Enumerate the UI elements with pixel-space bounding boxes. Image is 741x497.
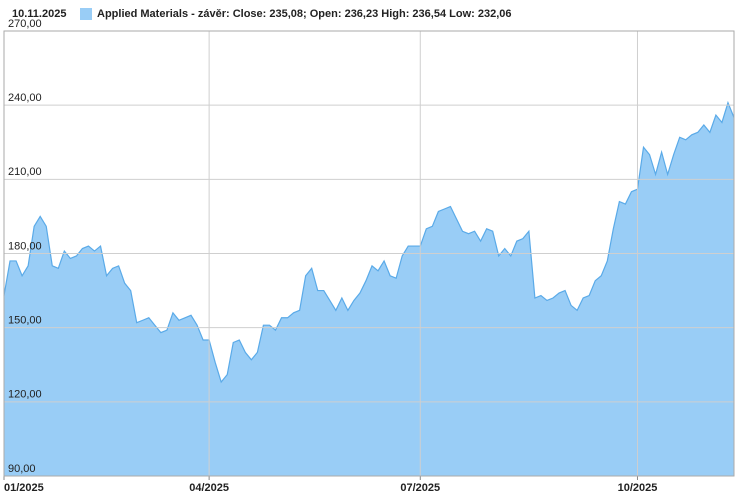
plot-border	[3, 30, 735, 477]
y-tick-label: 150,00	[8, 315, 42, 327]
y-tick-label: 270,00	[8, 18, 42, 30]
y-tick-label: 210,00	[8, 166, 42, 178]
legend-swatch	[80, 8, 92, 20]
y-tick-label: 120,00	[8, 389, 42, 401]
chart-title: 10.11.2025	[12, 8, 66, 20]
legend-label: Applied Materials - závěr: Close: 235,08…	[97, 8, 512, 20]
x-tick-label: 07/2025	[400, 482, 440, 494]
x-tick-label: 10/2025	[618, 482, 658, 494]
area	[4, 102, 734, 476]
area-line	[3, 100, 735, 384]
y-tick-label: 240,00	[8, 92, 42, 104]
x-tick-label: 04/2025	[189, 482, 229, 494]
x-tick-label: 01/2025	[4, 482, 44, 494]
y-tick-label: 90,00	[8, 463, 36, 475]
y-tick-label: 180,00	[8, 240, 42, 252]
